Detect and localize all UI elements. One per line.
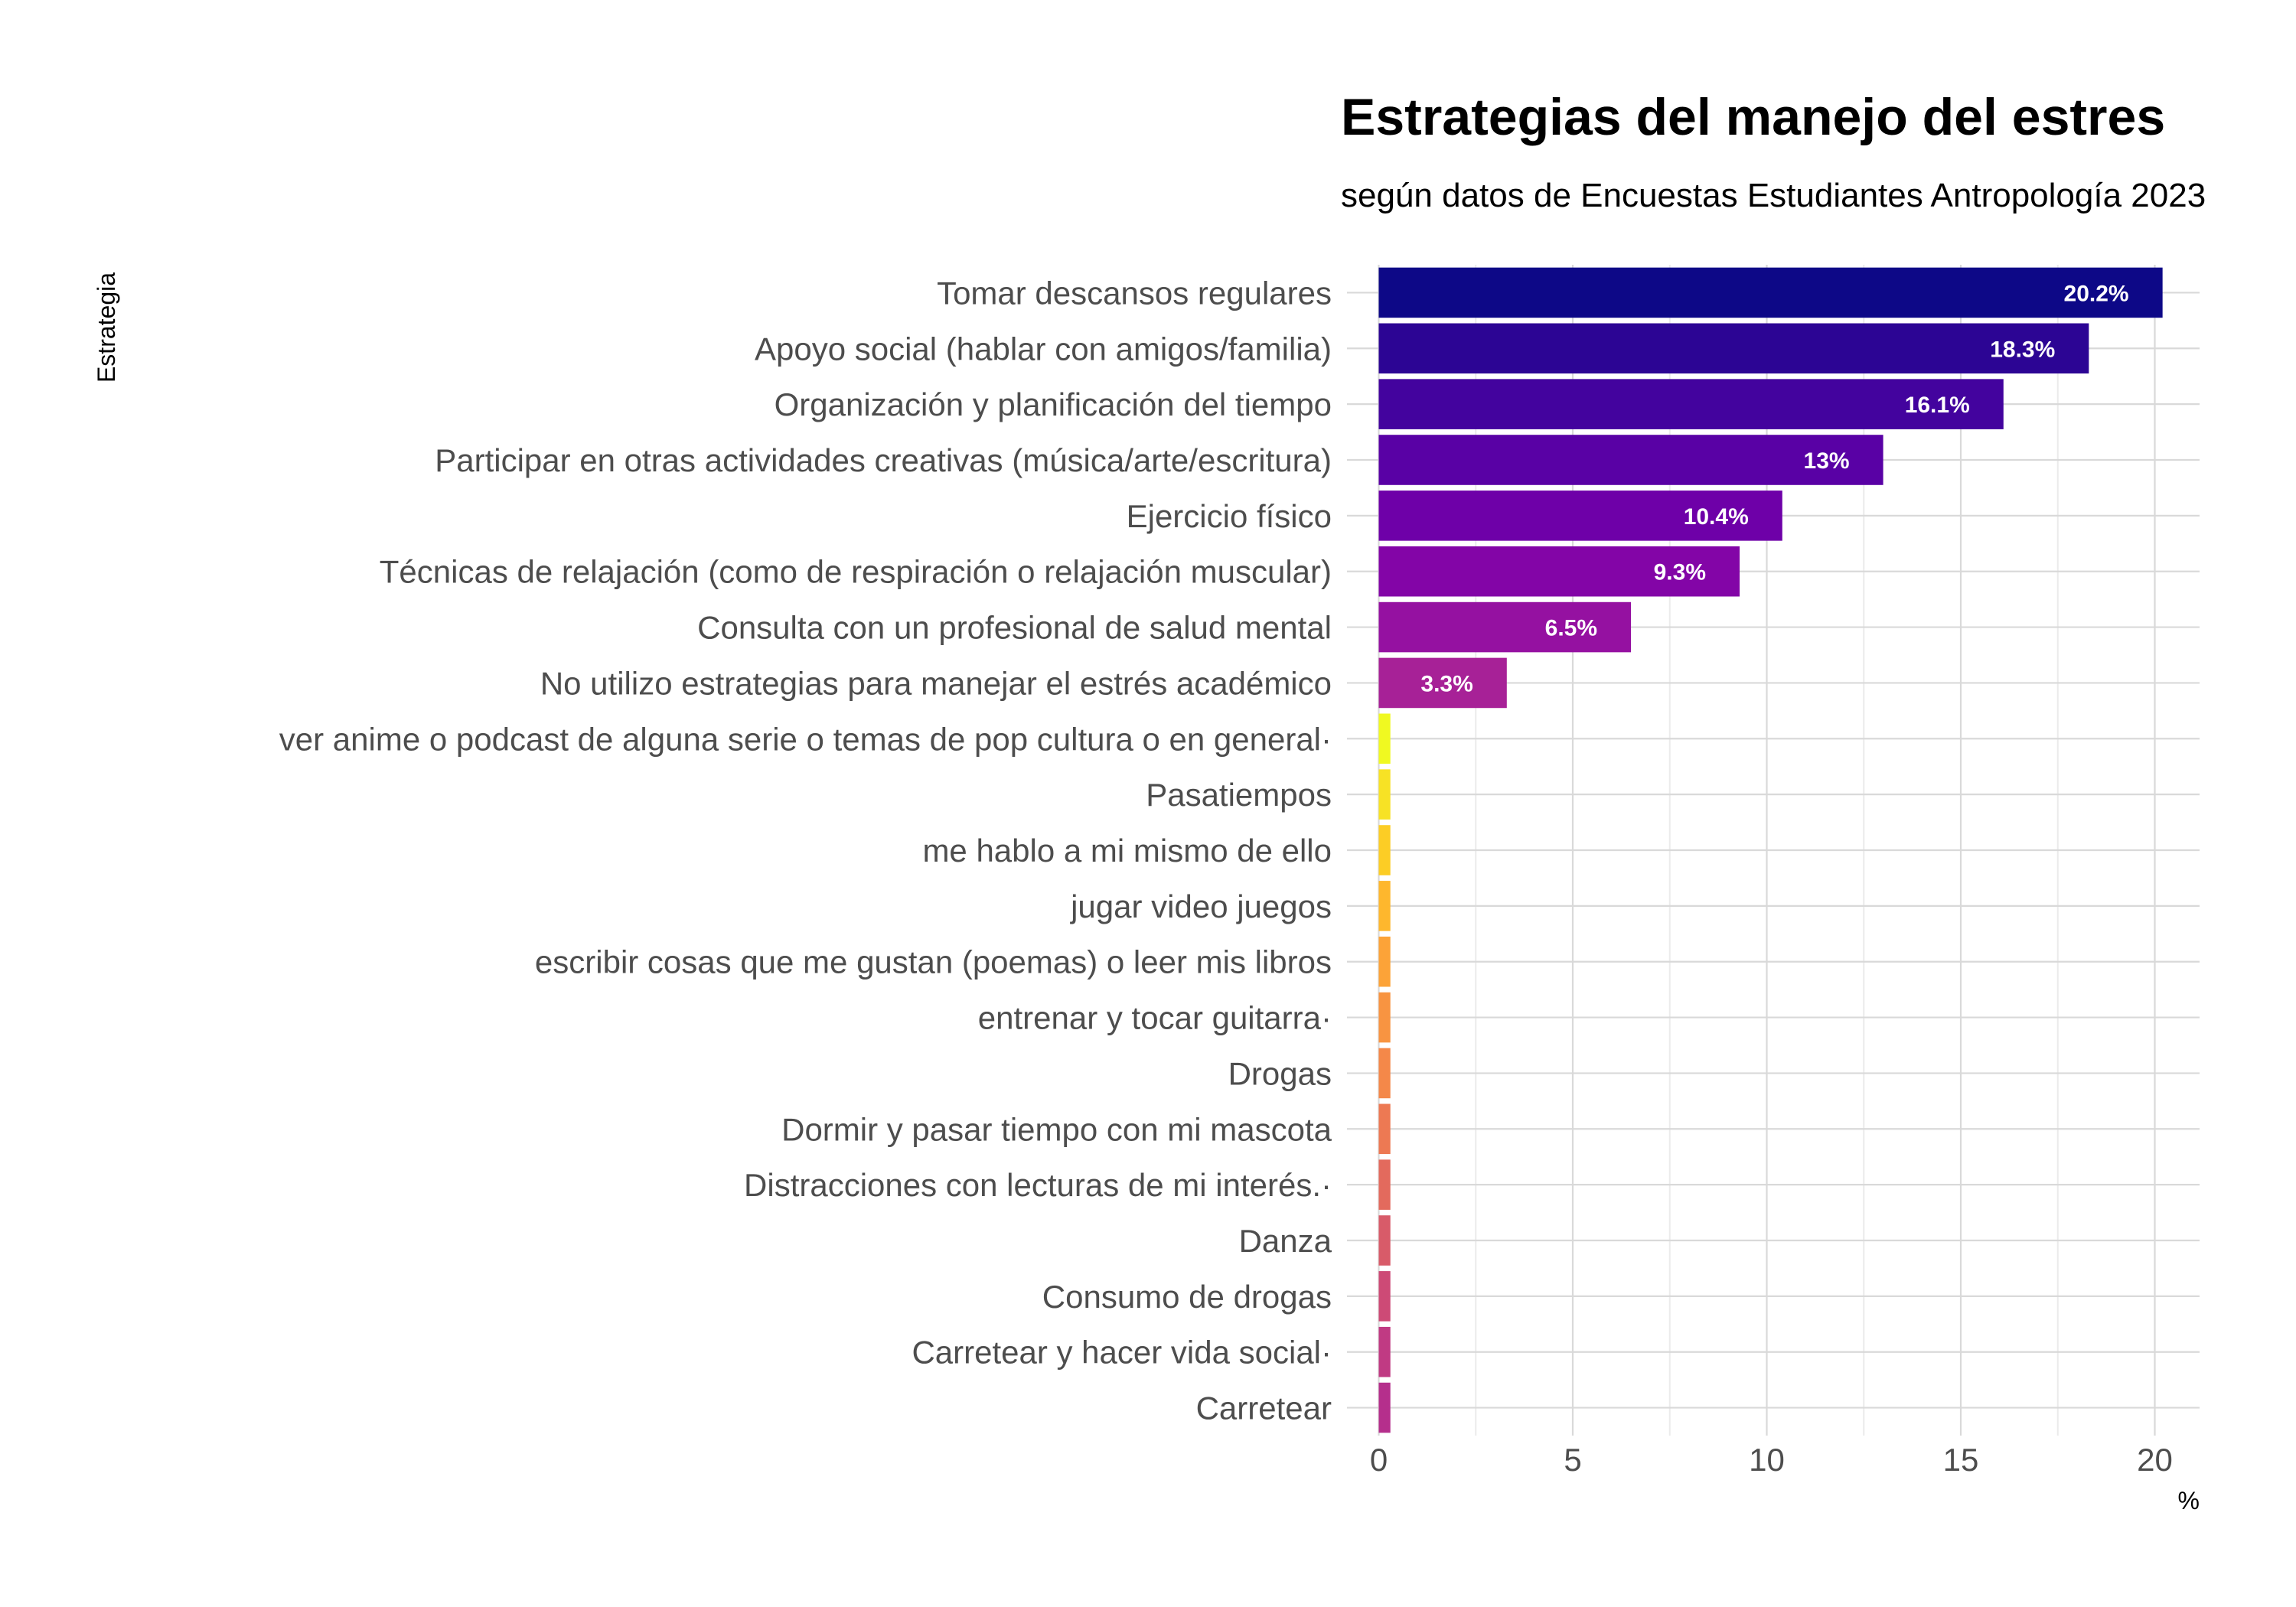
bar [1378, 825, 1391, 875]
x-tick-label: 0 [1370, 1442, 1388, 1478]
bar [1378, 491, 1782, 541]
category-labels: Tomar descansos regulares Apoyo social (h… [279, 275, 1332, 1426]
bar [1378, 936, 1391, 987]
category-label: jugar video juegos [1069, 888, 1332, 924]
bar [1378, 713, 1391, 764]
x-tick-label: 15 [1943, 1442, 1979, 1478]
category-label: Drogas [1228, 1055, 1332, 1091]
data-label: 9.3% [1654, 560, 1706, 585]
bar [1378, 267, 2163, 318]
category-label: Distracciones con lecturas de mi interés… [744, 1167, 1332, 1203]
bar [1378, 1048, 1391, 1099]
chart-title: Estrategias del manejo del estres [1341, 88, 2165, 146]
category-label: Consulta con un profesional de salud men… [697, 610, 1332, 646]
bar [1378, 1271, 1391, 1322]
category-label: escribir cosas que me gustan (poemas) o … [535, 944, 1332, 980]
data-label: 10.4% [1684, 504, 1749, 530]
data-label: 6.5% [1545, 616, 1597, 641]
category-label: Ejercicio físico [1127, 498, 1332, 534]
data-labels: 20.2% 18.3% 16.1% 13% 10.4% 9.3% 6.5% 3.3% [1420, 281, 2128, 696]
category-label: No utilizo estrategias para manejar el e… [540, 665, 1332, 701]
data-label: 3.3% [1420, 671, 1473, 696]
y-axis-title: Estrategia [93, 272, 120, 383]
bar [1378, 881, 1391, 931]
category-label: Carretear [1196, 1390, 1332, 1426]
category-label: Pasatiempos [1146, 777, 1332, 813]
x-tick-labels: 0 5 10 15 20 [1370, 1442, 2173, 1478]
category-label: Dormir y pasar tiempo con mi mascota [781, 1111, 1332, 1147]
bar [1378, 1326, 1391, 1377]
bar [1378, 992, 1391, 1043]
x-axis-title: % [2178, 1487, 2200, 1514]
bar [1378, 769, 1391, 820]
category-label: Apoyo social (hablar con amigos/familia) [755, 331, 1332, 367]
bar [1378, 1103, 1391, 1155]
category-label: Organización y planificación del tiempo [775, 386, 1332, 422]
category-label: Técnicas de relajación (como de respirac… [380, 554, 1332, 590]
data-label: 13% [1804, 448, 1850, 474]
bar [1378, 1159, 1391, 1210]
x-tick-label: 20 [2137, 1442, 2173, 1478]
bar [1378, 601, 1632, 653]
bar [1378, 546, 1740, 597]
category-label: entrenar y tocar guitarra· [978, 1000, 1332, 1036]
category-label: Carretear y hacer vida social· [912, 1335, 1332, 1371]
category-label: Participar en otras actividades creativa… [435, 442, 1332, 478]
category-label: Consumo de drogas [1042, 1279, 1332, 1315]
x-tick-label: 5 [1564, 1442, 1581, 1478]
data-label: 16.1% [1905, 393, 1970, 418]
category-label: me hablo a mi mismo de ello [922, 833, 1332, 869]
category-label: Tomar descansos regulares [937, 275, 1332, 311]
bar [1378, 657, 1507, 709]
x-tick-label: 10 [1749, 1442, 1785, 1478]
data-label: 18.3% [1990, 337, 2055, 362]
bar [1378, 1382, 1391, 1433]
bar [1378, 435, 1883, 485]
bar [1378, 1215, 1391, 1266]
bars [1378, 267, 2163, 1433]
category-label: Danza [1239, 1223, 1332, 1259]
chart-subtitle: según datos de Encuestas Estudiantes Ant… [1341, 177, 2206, 214]
category-label: ver anime o podcast de alguna serie o te… [279, 721, 1332, 757]
data-label: 20.2% [2064, 281, 2129, 306]
bar [1378, 323, 2089, 374]
bar [1378, 379, 2004, 429]
